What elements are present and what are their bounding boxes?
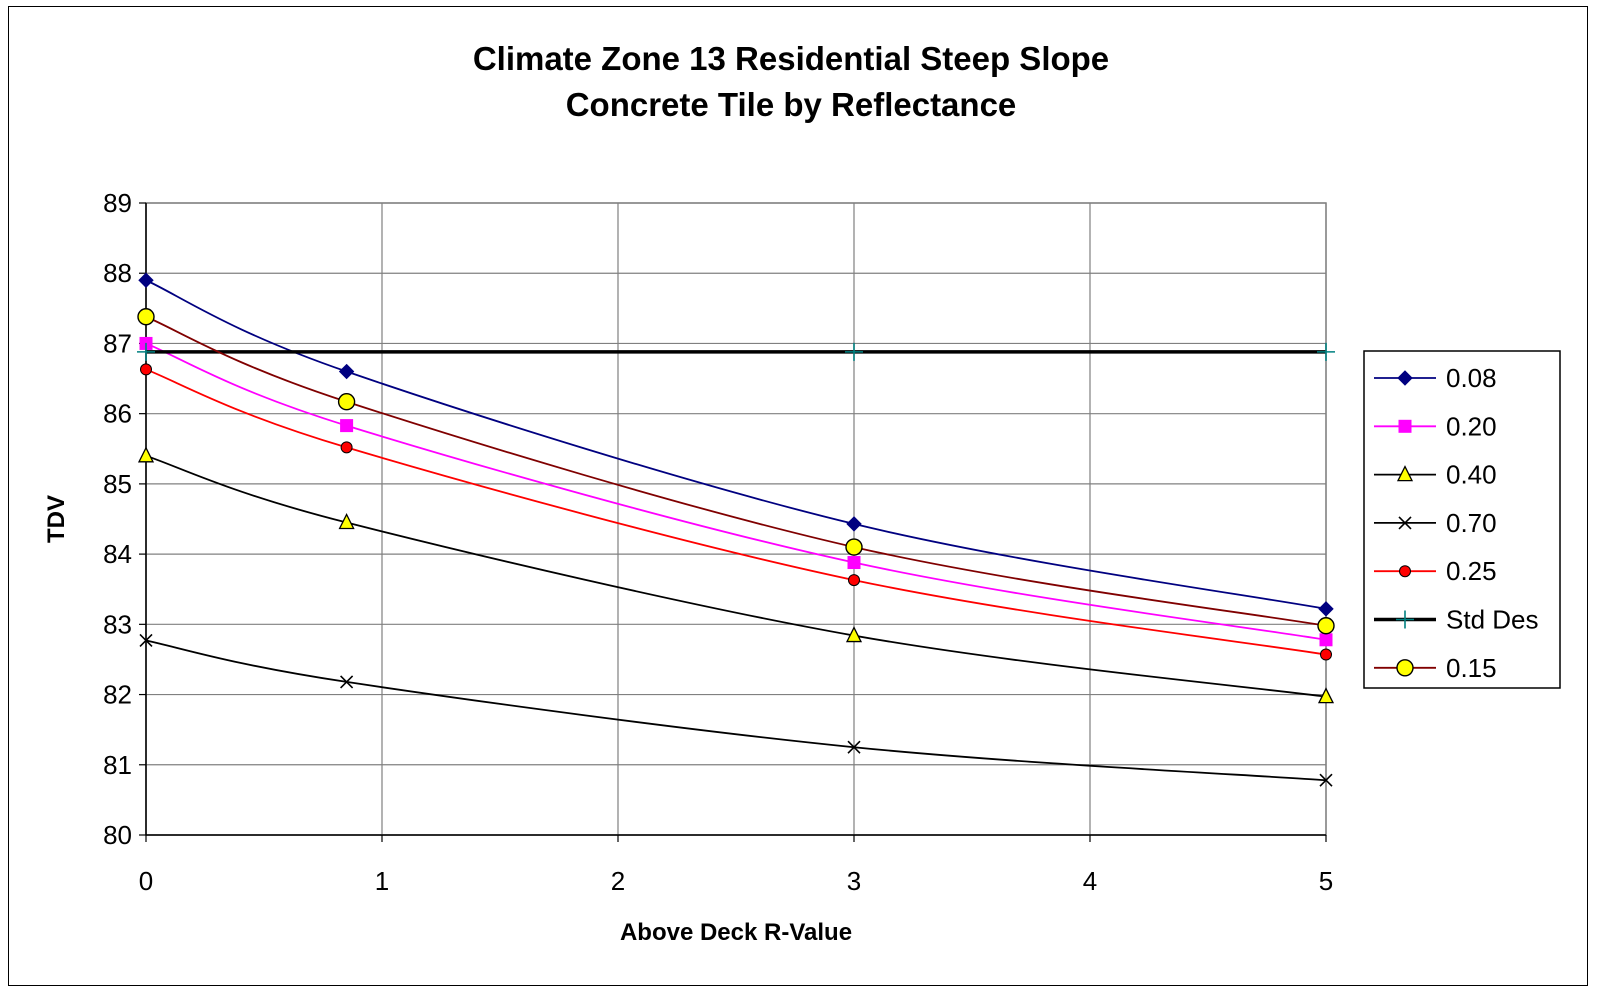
series-marker-0-25 bbox=[848, 574, 860, 587]
series-marker-std-des bbox=[1317, 342, 1335, 361]
legend-label-0-08: 0.08 bbox=[1446, 363, 1497, 393]
legend: 0.08 0.20 0.40 0.70 0.25 Std Des 0.15 bbox=[1363, 350, 1561, 689]
chart-title-line-1: Climate Zone 13 Residential Steep Slope bbox=[473, 40, 1109, 77]
x-tick-label: 4 bbox=[1083, 866, 1097, 896]
y-axis-title: TDV bbox=[43, 495, 70, 543]
y-tick-label: 88 bbox=[103, 258, 132, 288]
series-marker-0-25 bbox=[140, 363, 152, 376]
chart-frame bbox=[8, 6, 1588, 986]
series-marker-0-15 bbox=[337, 393, 356, 411]
chart-title-line-2: Concrete Tile by Reflectance bbox=[566, 86, 1017, 123]
series-lines bbox=[137, 272, 1335, 787]
series-marker-0-20 bbox=[847, 556, 861, 570]
x-tick-label: 5 bbox=[1319, 866, 1333, 896]
series-marker-0-25 bbox=[1320, 648, 1332, 661]
x-axis-title: Above Deck R-Value bbox=[620, 919, 852, 946]
y-tick-label: 84 bbox=[103, 539, 132, 569]
series-marker-legend-0-20 bbox=[1398, 419, 1412, 433]
y-tick-label: 80 bbox=[103, 820, 132, 850]
series-marker-0-40 bbox=[845, 626, 863, 643]
legend-label-0-20: 0.20 bbox=[1446, 411, 1497, 441]
series-marker-0-70 bbox=[139, 633, 153, 648]
series-marker-0-15 bbox=[137, 308, 155, 326]
series-marker-0-40 bbox=[338, 513, 355, 530]
series-marker-legend-0-25 bbox=[1399, 565, 1411, 578]
y-tick-label: 86 bbox=[103, 399, 132, 429]
series-marker-std-des bbox=[137, 342, 155, 361]
series-marker-0-08 bbox=[338, 363, 355, 380]
series-marker-0-70 bbox=[847, 740, 861, 754]
series-marker-0-25 bbox=[340, 441, 353, 454]
series-marker-legend-0-08 bbox=[1397, 370, 1413, 386]
axes: 80 81 82 83 84 85 86 87 88 89 0 1 2 3 4 5 bbox=[103, 188, 1333, 896]
series-marker-legend-std-des bbox=[1396, 610, 1414, 629]
series-line-0-40 bbox=[145, 454, 1327, 698]
series-marker-0-40 bbox=[137, 446, 155, 463]
legend-label-std-des: Std Des bbox=[1446, 605, 1539, 635]
x-tick-label: 0 bbox=[139, 866, 153, 896]
series-marker-0-20 bbox=[1319, 633, 1333, 647]
y-tick-label: 82 bbox=[103, 680, 132, 710]
legend-label-0-40: 0.40 bbox=[1446, 460, 1497, 490]
y-tick-label: 83 bbox=[103, 609, 132, 639]
y-tick-label: 81 bbox=[103, 750, 132, 780]
plot-area bbox=[145, 202, 1327, 836]
series-marker-legend-0-15 bbox=[1396, 659, 1414, 677]
series-marker-0-70 bbox=[340, 675, 354, 689]
y-tick-label: 89 bbox=[103, 188, 132, 218]
series-marker-0-70 bbox=[1319, 773, 1333, 787]
y-tick-label: 87 bbox=[103, 328, 132, 358]
legend-label-0-25: 0.25 bbox=[1446, 556, 1497, 586]
x-tick-label: 1 bbox=[375, 866, 389, 896]
series-line-0-15 bbox=[145, 315, 1327, 627]
series-marker-0-08 bbox=[1318, 601, 1334, 617]
series-marker-0-15 bbox=[1317, 617, 1335, 635]
legend-label-0-15: 0.15 bbox=[1446, 653, 1497, 683]
series-marker-legend-0-40 bbox=[1396, 465, 1414, 482]
series-marker-0-08 bbox=[138, 272, 154, 288]
series-line-0-25 bbox=[145, 368, 1327, 656]
legend-box bbox=[1363, 350, 1561, 689]
series-line-0-70 bbox=[145, 639, 1327, 782]
series-marker-std-des bbox=[845, 342, 863, 361]
series-marker-legend-0-70 bbox=[1398, 516, 1412, 530]
series-marker-0-15 bbox=[845, 538, 863, 556]
x-tick-label: 3 bbox=[847, 866, 861, 896]
series-line-0-20 bbox=[145, 342, 1327, 641]
gridlines bbox=[145, 202, 1327, 836]
series-line-0-08 bbox=[145, 279, 1327, 610]
legend-label-0-70: 0.70 bbox=[1446, 508, 1497, 538]
series-marker-0-40 bbox=[1317, 687, 1335, 704]
y-tick-label: 85 bbox=[103, 469, 132, 499]
series-marker-0-08 bbox=[846, 516, 862, 532]
x-tick-label: 2 bbox=[611, 866, 625, 896]
series-marker-0-20 bbox=[340, 419, 354, 433]
